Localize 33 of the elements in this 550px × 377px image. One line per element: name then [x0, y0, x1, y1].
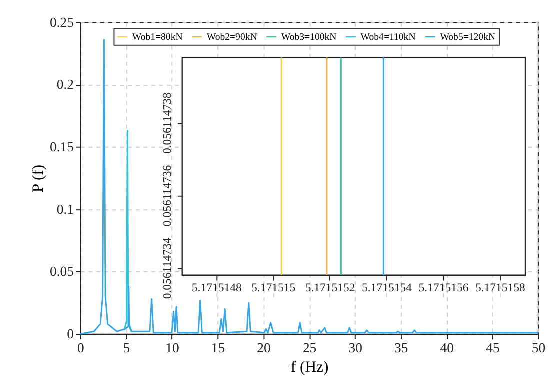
x-tick-label: 5	[123, 340, 130, 356]
x-tick-label: 25	[302, 340, 317, 356]
y-tick-label: 0.1	[56, 202, 74, 217]
legend-label: Wob1=80kN	[132, 32, 183, 43]
y-tick-label: 0.15	[50, 139, 74, 154]
x-tick-label: 5.1715154	[362, 281, 412, 294]
x-tick-label: 5.1715148	[192, 281, 242, 294]
x-tick-label: 35	[394, 340, 408, 356]
x-tick-label: 5.1715158	[475, 281, 526, 294]
y-tick-label: 0.25	[50, 14, 74, 30]
x-tick-label: 5.1715156	[418, 281, 469, 294]
x-tick-label: 30	[348, 340, 363, 356]
y-tick-label: 0.2	[56, 77, 74, 92]
x-tick-label: 45	[486, 340, 500, 356]
legend-label: Wob5=120kN	[440, 32, 496, 43]
x-tick-label: 5.171515	[252, 281, 296, 294]
y-tick-label: 0.05	[50, 264, 74, 280]
x-tick-label: 40	[440, 340, 454, 356]
x-tick-label: 10	[166, 340, 180, 356]
x-axis-title: f (Hz)	[290, 358, 329, 376]
y-tick-label: 0.056114738	[161, 92, 174, 154]
x-tick-label: 0	[77, 340, 84, 356]
legend-label: Wob4=110kN	[360, 32, 416, 43]
y-tick-label: 0.056114736	[161, 165, 174, 227]
legend-label: Wob3=100kN	[281, 32, 337, 43]
x-tick-label: 15	[211, 340, 226, 356]
y-tick-label: 0.056114734	[161, 238, 174, 300]
y-tick-label: 0	[67, 326, 74, 342]
y-axis-title: P (f)	[30, 164, 48, 193]
x-tick-label: 50	[532, 340, 546, 356]
x-tick-label: 20	[257, 340, 272, 356]
x-tick-label: 5.1715152	[305, 281, 356, 294]
legend-label: Wob2=90kN	[206, 32, 258, 43]
